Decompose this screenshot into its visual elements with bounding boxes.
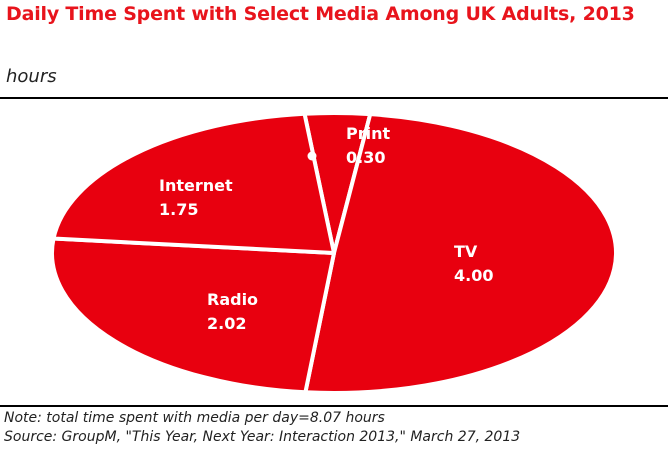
slice-label-tv: TV	[454, 242, 478, 261]
slice-value-print: 0.30	[346, 148, 385, 167]
slice-value-tv: 4.00	[454, 266, 493, 285]
slice-marker-print	[307, 151, 317, 161]
pie-slices	[50, 111, 618, 395]
slice-label-print: Print	[346, 124, 390, 143]
slice-value-radio: 2.02	[207, 314, 246, 333]
top-divider	[0, 97, 668, 99]
slice-value-internet: 1.75	[159, 200, 198, 219]
slice-label-radio: Radio	[207, 290, 258, 309]
source-note: Source: GroupM, "This Year, Next Year: I…	[4, 429, 521, 445]
bottom-divider	[0, 405, 668, 407]
chart-subtitle: hours	[6, 66, 57, 87]
pie-slice-internet	[51, 111, 336, 255]
pie-slice-radio	[50, 236, 336, 395]
footnote: Note: total time spent with media per da…	[4, 410, 385, 426]
chart-title: Daily Time Spent with Select Media Among…	[6, 3, 635, 25]
pie-chart-svg: Print 0.30 TV 4.00 Radio 2.02 Internet 1.75	[50, 111, 618, 395]
slice-label-internet: Internet	[159, 176, 233, 195]
pie-chart: Print 0.30 TV 4.00 Radio 2.02 Internet 1.75	[0, 99, 668, 405]
pie-slice-tv	[303, 112, 618, 395]
